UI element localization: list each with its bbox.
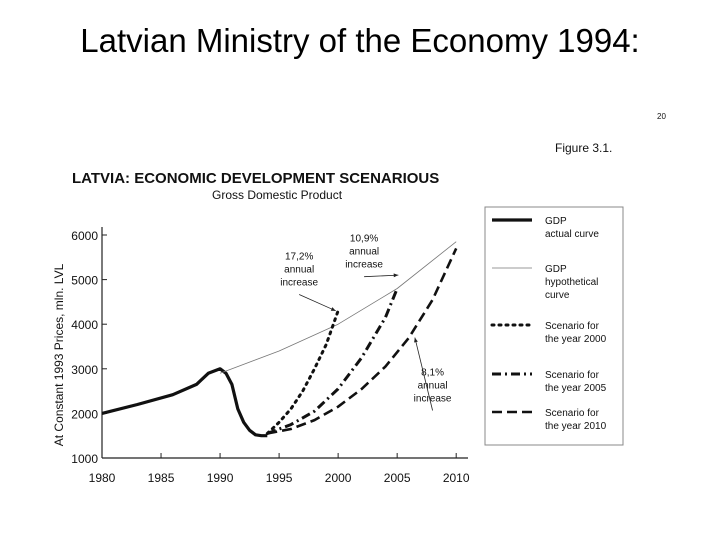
legend-box [484, 206, 624, 446]
annotation-text-3: 8,1% [421, 367, 444, 378]
chart-title: LATVIA: ECONOMIC DEVELOPMENT SCENARIOUS [72, 170, 439, 187]
legend-label-5: Scenario for [545, 408, 600, 419]
legend-label-4: Scenario for [545, 370, 600, 381]
legend-label-2: hypothetical [545, 277, 598, 288]
annotation-text-1: 17,2% [285, 252, 313, 263]
annotation-arrowhead-2 [393, 273, 399, 278]
legend-label-3: Scenario for [545, 321, 600, 332]
legend-label-4: the year 2005 [545, 383, 607, 394]
x-tick-label: 1990 [207, 471, 234, 485]
y-tick-label: 4000 [71, 318, 98, 332]
annotation-text-3: annual [418, 380, 448, 391]
annotation-arrow-1 [299, 294, 336, 312]
legend-label-2: GDP [545, 264, 567, 275]
y-tick-label: 5000 [71, 274, 98, 288]
legend-label-1: actual curve [545, 229, 599, 240]
annotation-text-1: annual [284, 265, 314, 276]
annotation-arrow-2 [364, 274, 399, 278]
y-axis-label: At Constant 1993 Prices, mln. LVL [52, 263, 66, 446]
annotation-text-2: increase [345, 260, 383, 271]
series-line-5 [267, 247, 458, 435]
x-tick-label: 2010 [443, 471, 470, 485]
y-tick-label: 3000 [71, 363, 98, 377]
chart-subtitle: Gross Domestic Product [212, 188, 343, 202]
annotation-arrowhead-3 [414, 337, 418, 343]
series-layer [101, 241, 458, 438]
series-line-1 [101, 367, 268, 438]
legend-label-3: the year 2000 [545, 334, 607, 345]
series-line-4 [266, 287, 399, 435]
axes [101, 227, 468, 459]
annotation-text-1: increase [280, 278, 318, 289]
annotation-arrow-3 [414, 337, 433, 411]
x-tick-label: 1985 [148, 471, 175, 485]
y-tick-label: 1000 [71, 452, 98, 466]
legend-label-5: the year 2010 [545, 421, 607, 432]
x-tick-label: 1980 [89, 471, 116, 485]
x-tick-label: 2005 [384, 471, 411, 485]
annotations: 17,2% annual increase 10,9% annual increase 8,… [280, 234, 452, 411]
annotation-text-2: annual [349, 247, 379, 258]
x-tick-label: 2000 [325, 471, 352, 485]
series-line-2 [219, 241, 457, 374]
y-tick-label: 6000 [71, 229, 98, 243]
y-tick-label: 2000 [71, 407, 98, 421]
legend-label-1: GDP [545, 216, 567, 227]
annotation-text-3: increase [414, 393, 452, 404]
figure-label: Figure 3.1. [555, 141, 612, 155]
page-number: 20 [657, 112, 666, 121]
slide-title: Latvian Ministry of the Economy 1994: [80, 22, 640, 59]
series-line-3 [265, 309, 340, 435]
x-tick-label: 1995 [266, 471, 293, 485]
annotation-text-2: 10,9% [350, 234, 378, 245]
axis-ticks: 1000 2000 3000 4000 5000 6000 1980 1985 1990 1995… [71, 229, 470, 485]
legend-label-2: curve [545, 290, 570, 301]
legend: GDP actual curve GDP hypothetical curve Scena… [484, 206, 624, 446]
annotation-arrowhead-1 [330, 307, 336, 311]
